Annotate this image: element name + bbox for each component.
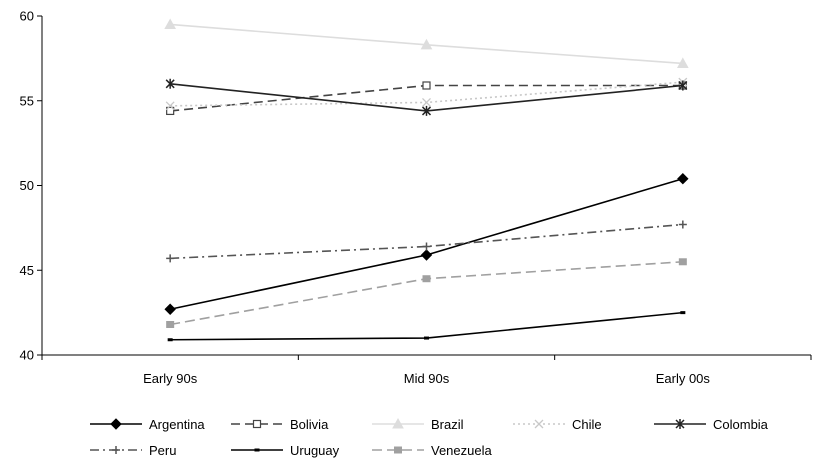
series-uruguay xyxy=(167,311,686,342)
data-point-colombia xyxy=(165,78,175,89)
legend-label-chile: Chile xyxy=(572,417,602,432)
legend-item-uruguay: Uruguay xyxy=(231,443,340,458)
legend-label-brazil: Brazil xyxy=(431,417,464,432)
legend-marker-argentina xyxy=(110,418,122,430)
data-point-chile xyxy=(422,97,431,107)
legend-label-venezuela: Venezuela xyxy=(431,443,492,458)
data-point-brazil xyxy=(420,38,433,50)
legend-marker-venezuela xyxy=(394,446,402,454)
data-point-chile xyxy=(165,101,175,111)
legend-marker-peru xyxy=(112,446,120,454)
legend-marker-chile xyxy=(534,419,544,429)
data-point-brazil xyxy=(676,57,689,68)
data-point-peru xyxy=(422,242,431,251)
data-point-venezuela xyxy=(678,258,687,266)
data-point-bolivia xyxy=(422,81,431,90)
data-point-peru xyxy=(166,254,175,263)
x-tick-label: Mid 90s xyxy=(404,371,450,386)
data-point-venezuela xyxy=(166,320,175,328)
series-peru xyxy=(166,220,687,263)
legend-label-bolivia: Bolivia xyxy=(290,417,329,432)
legend-item-peru: Peru xyxy=(90,443,176,458)
legend-label-uruguay: Uruguay xyxy=(290,443,340,458)
legend-item-colombia: Colombia xyxy=(654,417,769,432)
data-point-argentina xyxy=(164,303,176,315)
data-point-argentina xyxy=(420,249,433,261)
legend-label-argentina: Argentina xyxy=(149,417,205,432)
legend-marker-brazil xyxy=(392,417,404,429)
data-point-uruguay xyxy=(424,336,429,340)
y-tick-label: 40 xyxy=(20,348,34,363)
data-point-uruguay xyxy=(167,338,173,342)
axes: 40 45 50 55 60 Early 90s Mid 90s Early 00s xyxy=(20,9,812,386)
legend: Argentina Bolivia Brazil Chile Colombia Peru U… xyxy=(90,417,769,458)
legend-marker-uruguay xyxy=(254,448,260,452)
legend-item-chile: Chile xyxy=(513,417,602,432)
data-point-colombia xyxy=(421,105,432,116)
legend-label-colombia: Colombia xyxy=(713,417,769,432)
data-point-brazil xyxy=(164,18,177,29)
x-tick-label: Early 00s xyxy=(656,371,711,386)
series-argentina xyxy=(164,173,689,315)
legend-item-brazil: Brazil xyxy=(372,417,464,432)
y-tick-label: 55 xyxy=(20,93,34,108)
legend-marker-colombia xyxy=(675,419,685,429)
data-point-venezuela xyxy=(422,275,431,283)
series-layer xyxy=(164,18,689,342)
data-point-bolivia xyxy=(166,106,175,116)
y-tick-label: 45 xyxy=(20,263,34,278)
series-colombia xyxy=(165,78,688,116)
data-point-colombia xyxy=(678,80,688,91)
data-point-argentina xyxy=(677,173,689,185)
legend-item-venezuela: Venezuela xyxy=(372,443,492,458)
legend-item-argentina: Argentina xyxy=(90,417,205,432)
y-tick-label: 60 xyxy=(20,9,34,24)
legend-marker-bolivia xyxy=(252,419,262,429)
y-tick-label: 50 xyxy=(20,178,34,193)
legend-item-bolivia: Bolivia xyxy=(231,417,329,432)
series-brazil xyxy=(164,18,689,68)
series-venezuela xyxy=(166,258,687,328)
data-point-uruguay xyxy=(680,311,686,315)
data-point-peru xyxy=(678,220,687,229)
legend-label-peru: Peru xyxy=(149,443,176,458)
series-line-uruguay xyxy=(170,311,683,341)
x-tick-label: Early 90s xyxy=(143,371,198,386)
